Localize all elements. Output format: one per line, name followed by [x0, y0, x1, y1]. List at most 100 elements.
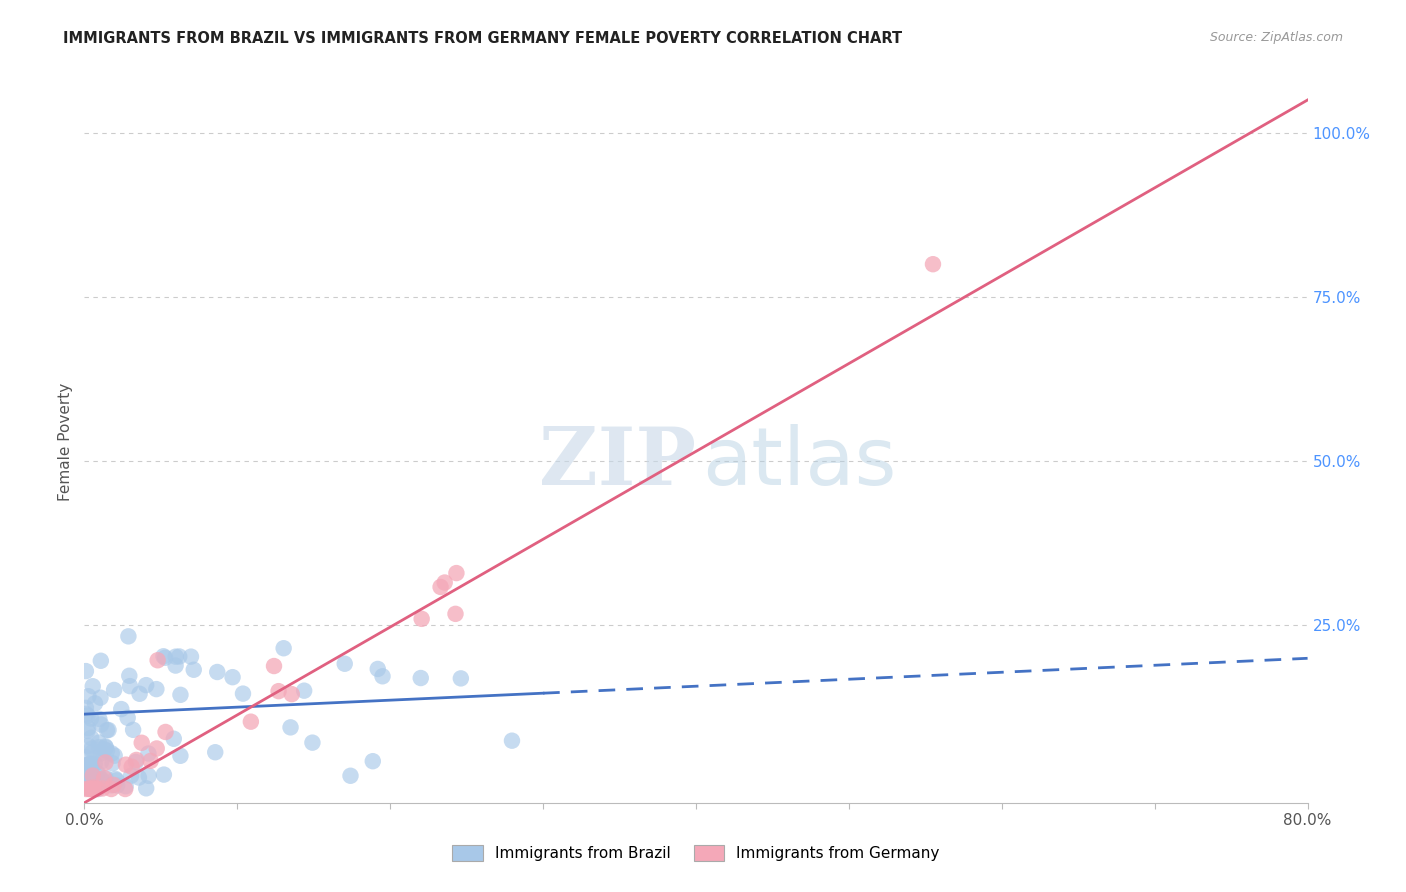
Point [76, 764, 98, 779]
Point [267, 684, 290, 698]
Point [103, 778, 125, 792]
Point [77, 763, 100, 777]
Point [79, 772, 101, 787]
Point [104, 748, 127, 763]
Point [97, 723, 120, 737]
Point [135, 781, 157, 796]
Point [135, 678, 157, 692]
Point [76, 772, 98, 787]
Point [163, 731, 186, 746]
Point [83, 780, 105, 795]
Point [409, 671, 432, 685]
Point [89, 690, 111, 705]
Point [301, 736, 323, 750]
Point [90, 755, 112, 769]
Point [183, 663, 205, 677]
Point [361, 754, 384, 768]
Point [128, 771, 150, 785]
Point [93, 742, 115, 756]
Point [96, 723, 118, 738]
Point [94, 771, 117, 785]
Point [76, 778, 98, 792]
Point [239, 714, 262, 729]
Point [153, 767, 176, 781]
Point [94, 739, 117, 754]
Point [121, 760, 143, 774]
Point [371, 669, 394, 683]
Point [75, 758, 97, 772]
Point [138, 747, 160, 761]
Point [76, 723, 98, 738]
Point [221, 670, 243, 684]
Point [89, 712, 111, 726]
Point [367, 662, 389, 676]
Point [155, 725, 177, 739]
Point [114, 779, 136, 793]
Point [104, 772, 127, 786]
Point [152, 649, 174, 664]
Point [75, 780, 97, 795]
Point [82, 768, 104, 782]
Point [433, 575, 456, 590]
Point [105, 779, 128, 793]
Point [131, 736, 153, 750]
Point [84, 697, 107, 711]
Point [79, 782, 101, 797]
Point [77, 721, 100, 735]
Point [145, 682, 167, 697]
Point [146, 653, 169, 667]
Point [167, 649, 190, 664]
Point [501, 733, 523, 747]
Point [411, 612, 433, 626]
Point [83, 756, 105, 771]
Point [77, 739, 100, 753]
Point [446, 566, 468, 580]
Point [103, 682, 125, 697]
Point [75, 664, 97, 678]
Point [105, 773, 128, 788]
Point [110, 702, 132, 716]
Point [207, 665, 229, 679]
Point [75, 706, 97, 721]
Point [118, 669, 141, 683]
Point [280, 720, 302, 734]
Point [117, 629, 139, 643]
Point [139, 754, 162, 768]
Point [273, 641, 295, 656]
Point [153, 650, 176, 665]
Point [76, 708, 98, 723]
Point [90, 772, 112, 787]
Point [83, 782, 105, 797]
Point [79, 763, 101, 777]
Point [101, 756, 124, 771]
Point [86, 777, 108, 791]
Point [90, 654, 112, 668]
Point [169, 688, 191, 702]
Point [84, 768, 107, 782]
Point [77, 773, 100, 788]
Point [86, 766, 108, 780]
Point [93, 771, 115, 785]
Point [82, 745, 104, 759]
Point [165, 658, 187, 673]
Point [100, 782, 122, 797]
Point [77, 781, 100, 796]
Point [122, 723, 145, 737]
Point [80, 731, 103, 745]
Y-axis label: Female Poverty: Female Poverty [58, 383, 73, 500]
Point [79, 776, 101, 790]
Point [120, 769, 142, 783]
Point [281, 687, 304, 701]
Point [75, 701, 97, 715]
Point [180, 649, 202, 664]
Point [87, 736, 110, 750]
Point [77, 766, 100, 780]
Text: ZIP: ZIP [538, 425, 696, 502]
Point [922, 257, 945, 271]
Text: atlas: atlas [702, 425, 897, 502]
Point [100, 747, 122, 761]
Point [232, 687, 254, 701]
Point [87, 772, 110, 787]
Point [263, 659, 285, 673]
Point [80, 768, 103, 782]
